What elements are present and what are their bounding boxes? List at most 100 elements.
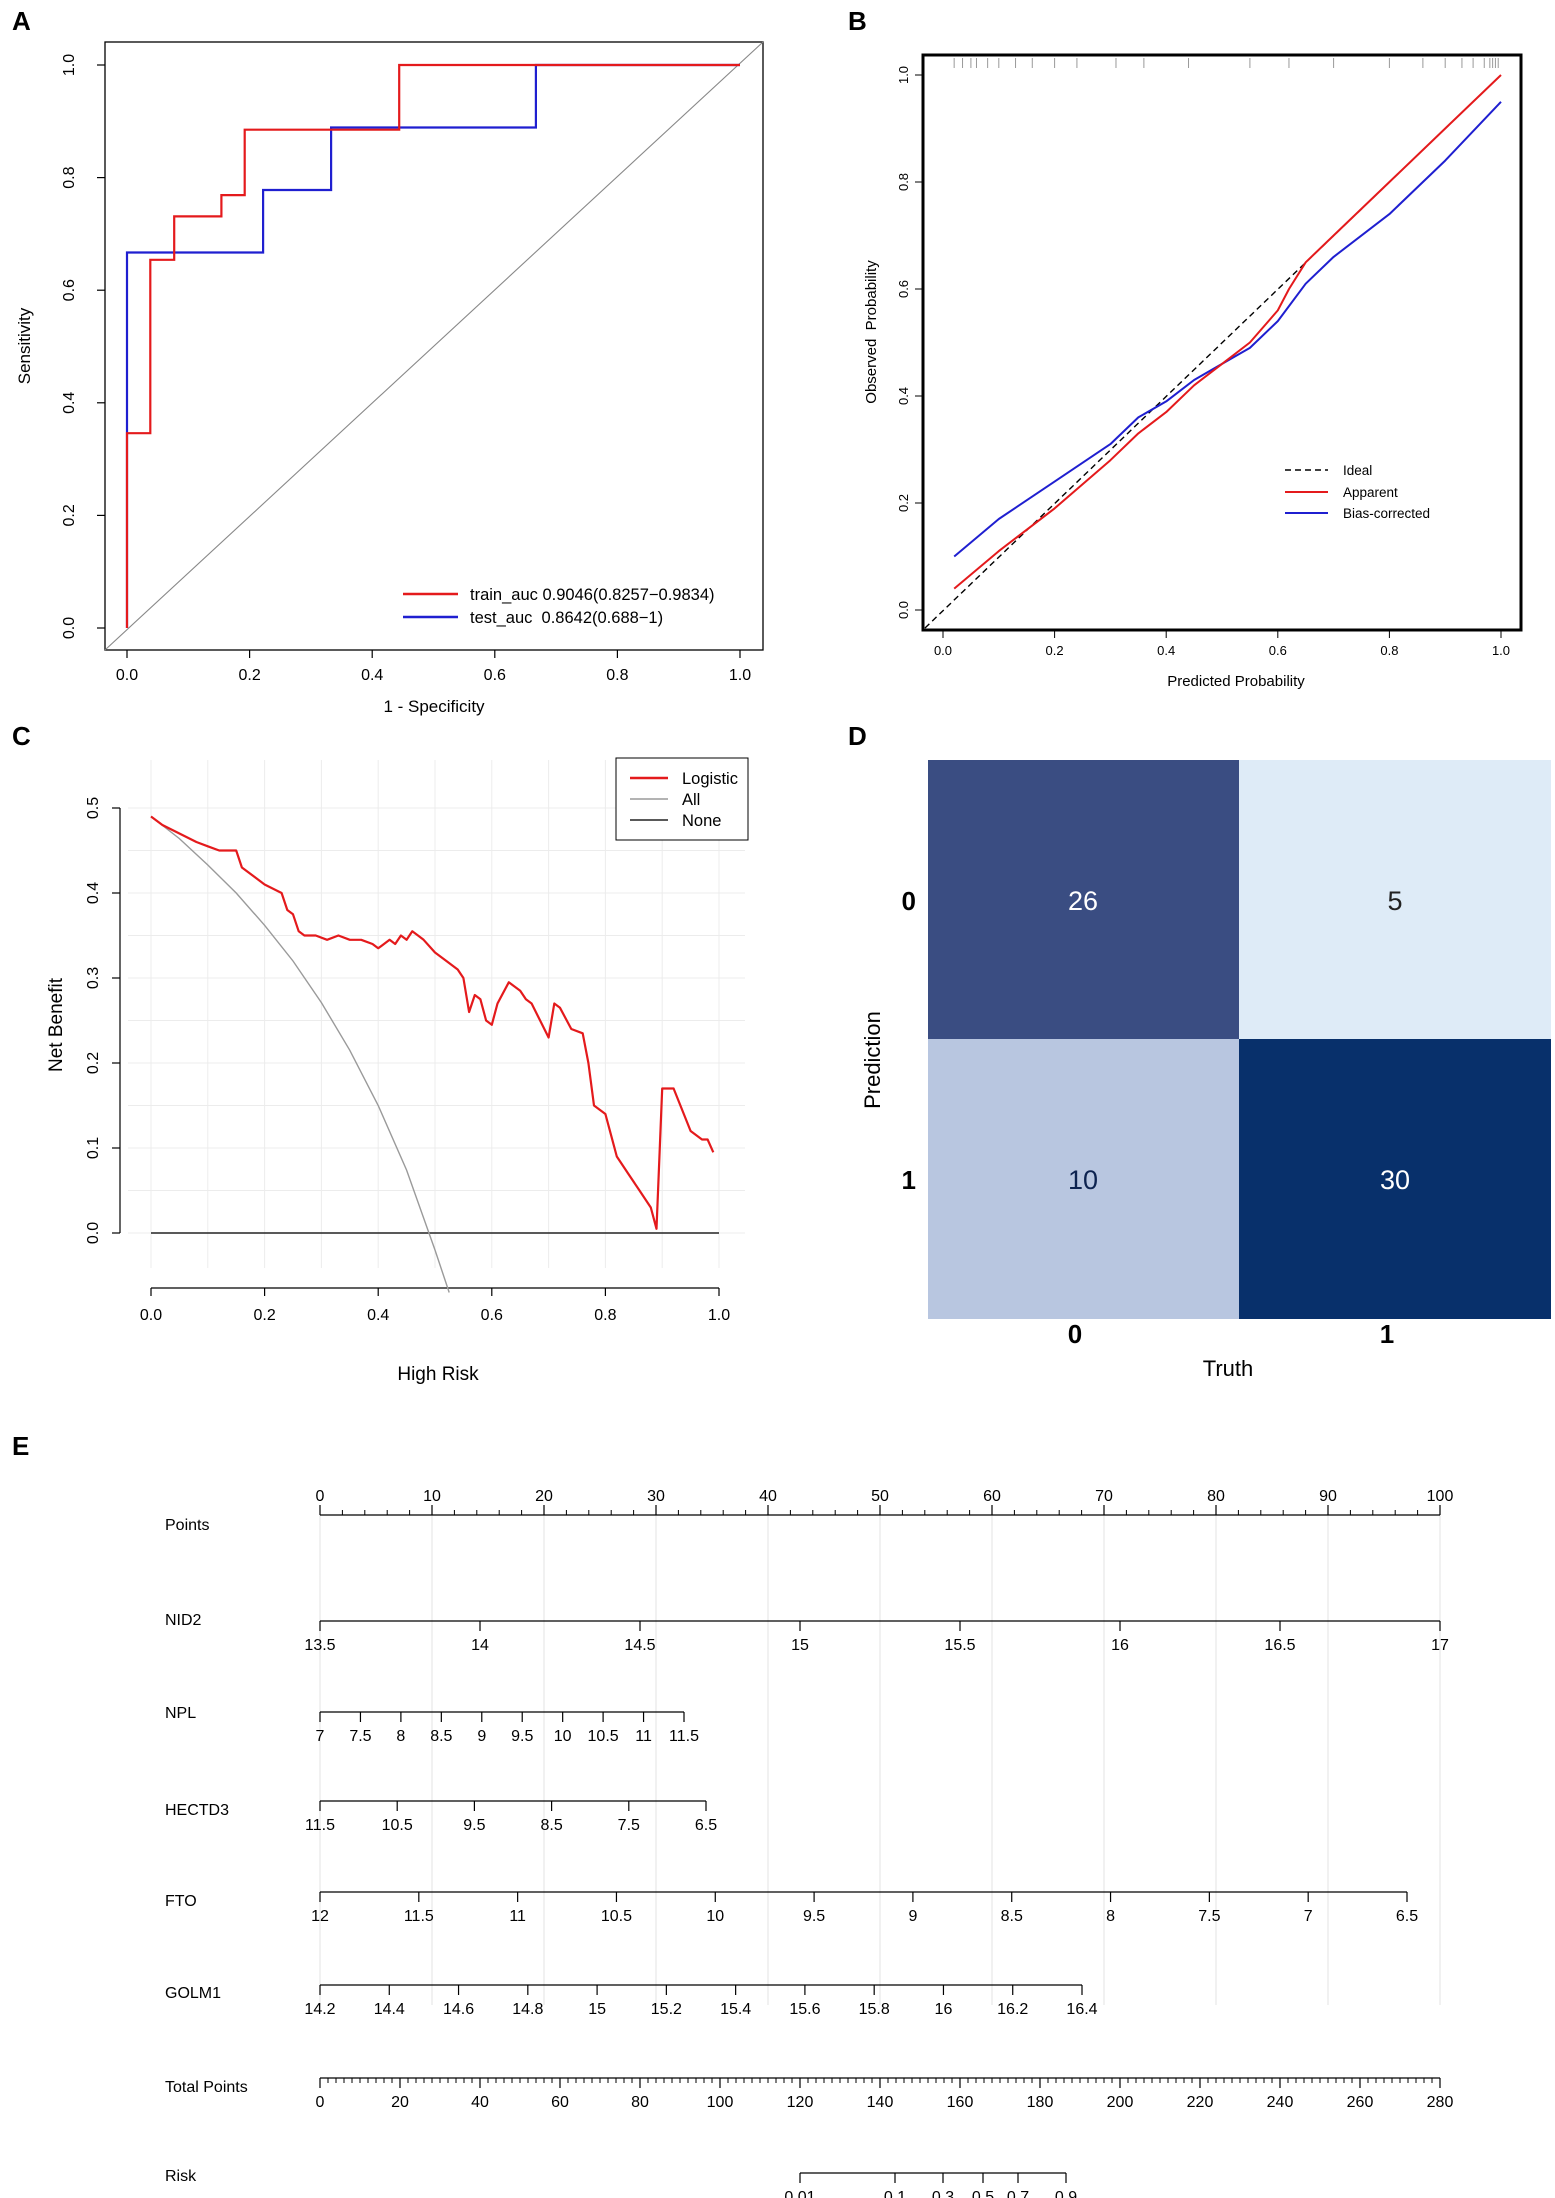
cm-row-label-0: 0 — [902, 886, 916, 916]
roc-xlabel: 1 - Specificity — [383, 697, 485, 716]
dca-all-curve — [150, 815, 450, 1293]
roc-y-tick-label: 0.4 — [61, 392, 78, 414]
nomogram-tick-label: 0.01 — [784, 2189, 815, 2198]
calibration-plot-frame — [921, 53, 1523, 632]
nomogram-tick-label: 60 — [983, 1488, 1001, 1505]
roc-x-tick-label: 0.0 — [116, 667, 138, 684]
nomogram-tick-label: 140 — [867, 2094, 894, 2111]
nomogram-tick-label: 11.5 — [669, 1728, 699, 1745]
nomogram-row-label: FTO — [165, 1893, 197, 1910]
dca-series — [150, 815, 719, 1293]
nomogram-tick-label: 180 — [1027, 2094, 1054, 2111]
nomogram-tick-label: 60 — [551, 2094, 569, 2111]
calibration-x-tick-label: 1.0 — [1492, 643, 1510, 658]
nomogram-tick-label: 70 — [1095, 1488, 1113, 1505]
roc-test-curve — [125, 63, 740, 628]
calibration-x-tick-label: 0.2 — [1046, 643, 1064, 658]
nomogram-tick-label: 15.8 — [859, 2001, 890, 2018]
nomogram-tick-label: 0.3 — [932, 2189, 954, 2198]
nomogram-tick-label: 100 — [707, 2094, 734, 2111]
nomogram-tick-label: 100 — [1427, 1488, 1454, 1505]
legend-all-label: All — [682, 791, 700, 809]
roc-y-tick-label: 0.6 — [61, 279, 78, 301]
nomogram-tick-label: 20 — [535, 1488, 553, 1505]
nomogram-tick-label: 6.5 — [1396, 1908, 1418, 1925]
roc-y-tick-label: 1.0 — [61, 54, 78, 76]
nomogram-tick-label: 15.5 — [944, 1637, 975, 1654]
panel-label-d: D — [848, 721, 867, 751]
nomogram-tick-label: 10.5 — [382, 1817, 413, 1834]
dca-y-tick-label: 0.4 — [85, 882, 102, 904]
cm-value-0-1: 5 — [1387, 886, 1402, 916]
nomogram-tick-label: 15 — [791, 1637, 809, 1654]
nomogram-gridlines — [319, 1515, 1441, 2005]
nomogram-tick-label: 16.5 — [1264, 1637, 1295, 1654]
nomogram-tick-label: 16.4 — [1066, 2001, 1097, 2018]
nomogram-tick-label: 7.5 — [349, 1728, 371, 1745]
calibration-series — [924, 58, 1502, 629]
nomogram-tick-label: 16 — [1111, 1637, 1129, 1654]
nomogram-tick-label: 8.5 — [540, 1817, 562, 1834]
cm-row-label-1: 1 — [902, 1165, 916, 1195]
nomogram-row-label: HECTD3 — [165, 1802, 229, 1819]
dca-x-tick-label: 0.2 — [253, 1307, 275, 1324]
cm-ylabel: Prediction — [860, 1011, 885, 1109]
dca-x-tick-label: 0.6 — [481, 1307, 503, 1324]
dca-x-tick-label: 0.8 — [594, 1307, 616, 1324]
cm-cell-0-0 — [928, 760, 1239, 1039]
panel-label-c: C — [12, 721, 31, 751]
roc-x-tick-label: 1.0 — [729, 667, 751, 684]
roc-legend: train_auc 0.9046(0.8257−0.9834) test_auc… — [403, 586, 715, 627]
nomogram-tick-label: 7.5 — [1198, 1908, 1220, 1925]
calibration-ylabel: Observed Probability — [863, 260, 880, 404]
calibration-x-tick-label: 0.8 — [1380, 643, 1398, 658]
nomogram-tick-label: 0.1 — [884, 2189, 906, 2198]
nomogram-tick-label: 8 — [1106, 1908, 1115, 1925]
calibration-chart: 0.0 0.2 0.4 0.6 0.8 1.0 0.0 0.2 0.4 0.6 0.8 1.0 Pre… — [863, 53, 1523, 690]
nomogram-row-label: Risk — [165, 2168, 197, 2185]
nomogram-tick-label: 0 — [316, 1488, 325, 1505]
nomogram-tick-label: 14.8 — [512, 2001, 543, 2018]
nomogram-tick-label: 20 — [391, 2094, 409, 2111]
roc-x-tick-label: 0.4 — [361, 667, 383, 684]
nomogram-row-label: Points — [165, 1517, 209, 1534]
legend-apparent-label: Apparent — [1343, 485, 1398, 500]
nomogram-tick-label: 30 — [647, 1488, 665, 1505]
calibration-xlabel: Predicted Probability — [1167, 673, 1305, 690]
legend-none-label: None — [682, 812, 721, 830]
roc-x-tick-label: 0.8 — [606, 667, 628, 684]
calibration-y-tick-label: 0.8 — [896, 173, 911, 191]
nomogram-tick-label: 14.4 — [374, 2001, 405, 2018]
roc-x-tick-label: 0.6 — [484, 667, 506, 684]
calibration-apparent-curve — [953, 74, 1502, 590]
nomogram-tick-label: 16 — [935, 2001, 953, 2018]
nomogram-tick-label: 11.5 — [305, 1817, 335, 1834]
dca-xlabel: High Risk — [397, 1364, 479, 1385]
nomogram-tick-label: 10.5 — [601, 1908, 632, 1925]
nomogram-tick-label: 6.5 — [695, 1817, 717, 1834]
legend-train-label: train_auc 0.9046(0.8257−0.9834) — [470, 586, 715, 604]
nomogram-tick-label: 15.6 — [789, 2001, 820, 2018]
nomogram-tick-label: 9 — [477, 1728, 486, 1745]
calibration-bias-corrected-curve — [953, 101, 1502, 558]
roc-reference-line — [104, 41, 764, 651]
dca-axes: 0.0 0.2 0.4 0.6 0.8 1.0 0.0 0.1 0.2 0.3 0.4 0.5 — [85, 797, 730, 1324]
calibration-x-tick-label: 0.4 — [1157, 643, 1175, 658]
dca-y-tick-label: 0.2 — [85, 1052, 102, 1074]
nomogram-tick-label: 200 — [1107, 2094, 1134, 2111]
cm-value-0-0: 26 — [1068, 886, 1098, 916]
calibration-x-tick-label: 0.6 — [1269, 643, 1287, 658]
dca-y-tick-label: 0.0 — [85, 1222, 102, 1244]
nomogram-tick-label: 14.6 — [443, 2001, 474, 2018]
legend-ideal-label: Ideal — [1343, 463, 1372, 478]
roc-y-tick-label: 0.2 — [61, 504, 78, 526]
nomogram-tick-label: 9.5 — [803, 1908, 825, 1925]
nomogram-tick-label: 80 — [1207, 1488, 1225, 1505]
nomogram-tick-label: 9.5 — [511, 1728, 533, 1745]
dca-x-tick-label: 0.0 — [140, 1307, 162, 1324]
nomogram-tick-label: 40 — [759, 1488, 777, 1505]
nomogram-tick-label: 80 — [631, 2094, 649, 2111]
nomogram-tick-label: 12 — [311, 1908, 329, 1925]
nomogram-tick-label: 240 — [1267, 2094, 1294, 2111]
